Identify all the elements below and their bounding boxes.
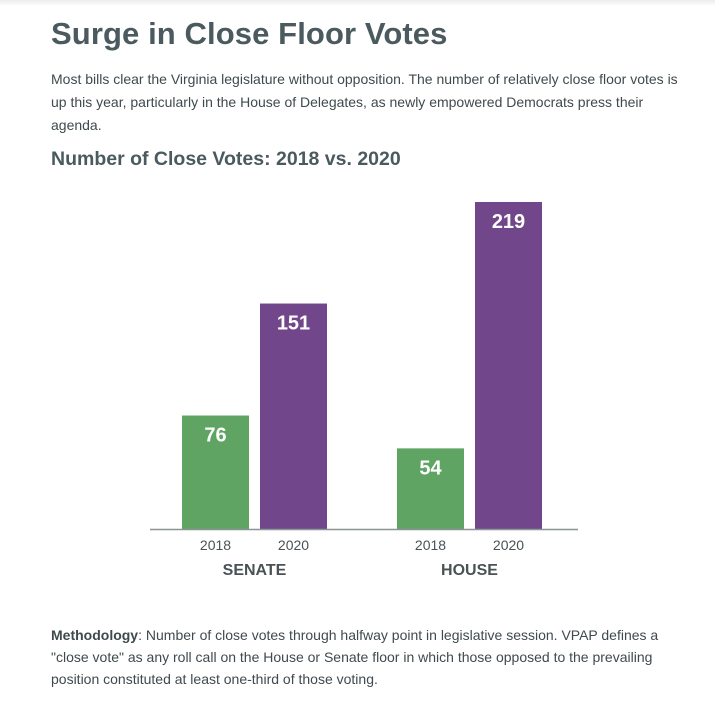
year-tick-label: 2018 bbox=[415, 537, 446, 553]
year-tick-label: 2018 bbox=[200, 537, 231, 553]
group-label-senate: SENATE bbox=[223, 562, 287, 579]
methodology-note: Methodology: Number of close votes throu… bbox=[51, 624, 681, 690]
bar-house-2018 bbox=[397, 448, 464, 529]
data-label-senate-2020: 151 bbox=[277, 313, 310, 335]
year-tick-label: 2020 bbox=[493, 537, 524, 553]
intro-text: Most bills clear the Virginia legislatur… bbox=[51, 71, 678, 133]
data-label-house-2018: 54 bbox=[419, 457, 442, 479]
methodology-label: Methodology bbox=[51, 627, 139, 643]
bar-house-2020 bbox=[475, 202, 542, 529]
bar-senate-2018 bbox=[182, 415, 249, 529]
chart-title: Number of Close Votes: 2018 vs. 2020 bbox=[51, 148, 401, 170]
methodology-text: : Number of close votes through halfway … bbox=[51, 627, 659, 687]
group-label-house: HOUSE bbox=[441, 562, 498, 579]
year-tick-label: 2020 bbox=[278, 537, 309, 553]
chart-marks: 76 2018 151 2020 SENATE 54 2018 219 2020 HOUSE bbox=[182, 202, 542, 579]
data-label-house-2020: 219 bbox=[492, 211, 525, 233]
top-shadow bbox=[0, 0, 715, 6]
page-title: Surge in Close Floor Votes bbox=[51, 16, 448, 51]
bar-senate-2020 bbox=[260, 303, 327, 529]
data-label-senate-2018: 76 bbox=[204, 425, 226, 447]
